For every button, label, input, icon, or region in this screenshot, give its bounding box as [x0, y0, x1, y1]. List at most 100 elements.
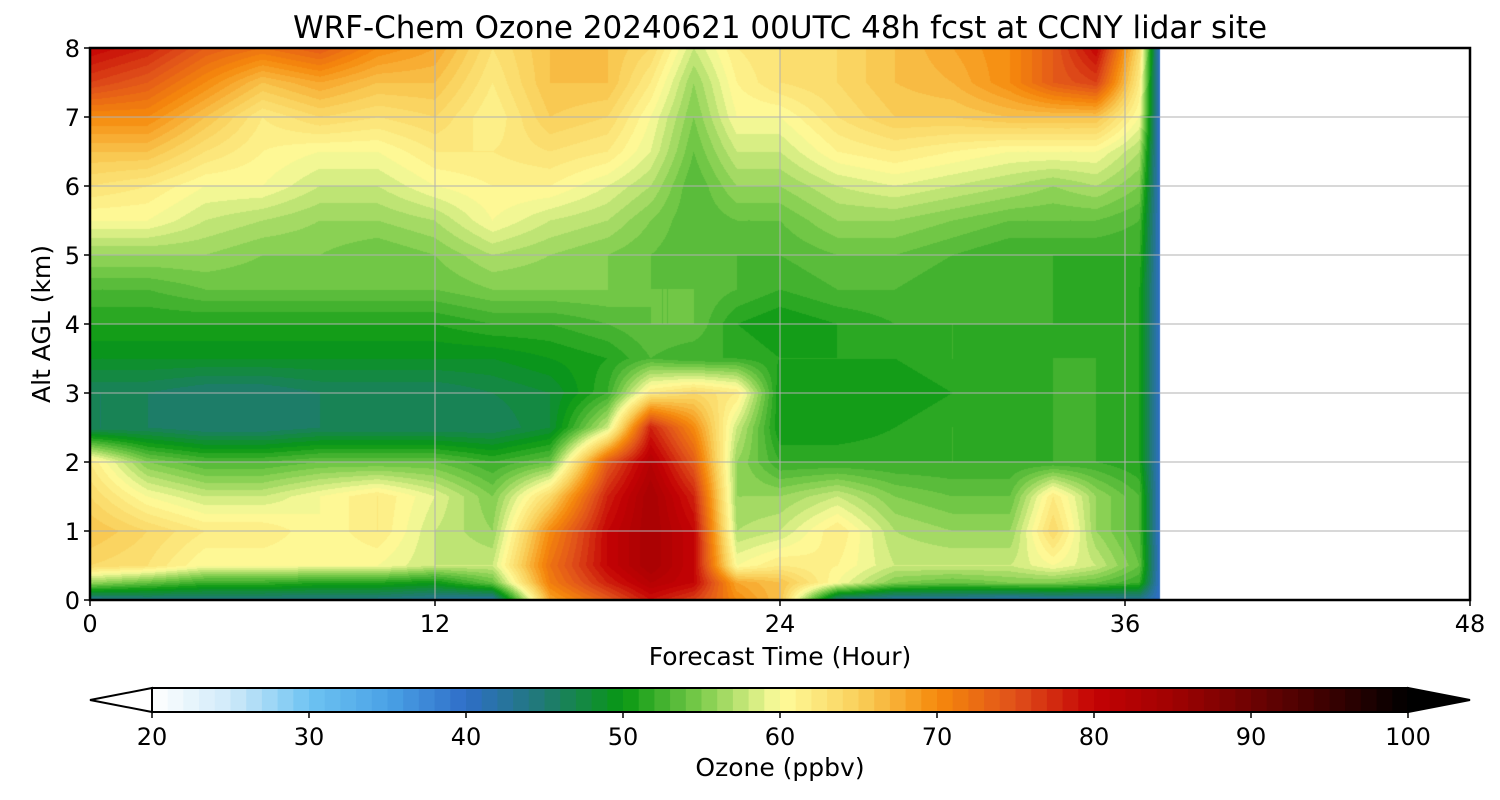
colorbar-cell: [905, 688, 922, 712]
colorbar-cell: [1078, 688, 1095, 712]
colorbar-cell: [152, 688, 169, 712]
colorbar-cell: [450, 688, 467, 712]
colorbar-cell: [827, 688, 844, 712]
colorbar-cell: [1203, 688, 1221, 712]
colorbar-max-extend-arrow: [1407, 686, 1471, 714]
colorbar-tick-label-60: 60: [765, 723, 796, 751]
colorbar-cell: [403, 688, 420, 712]
colorbar-cell: [1360, 688, 1378, 712]
colorbar-cell: [1282, 688, 1299, 712]
colorbar-cell: [638, 688, 655, 712]
y-tick-label-4: 4: [65, 311, 80, 339]
colorbar-tick-label-70: 70: [922, 723, 953, 751]
y-tick-label-3: 3: [65, 380, 80, 408]
colorbar-cell: [246, 688, 263, 712]
colorbar-cell: [717, 688, 734, 712]
colorbar-min-extend-arrow: [89, 686, 153, 714]
y-tick-label-8: 8: [65, 35, 80, 63]
y-tick-label-5: 5: [65, 242, 80, 270]
colorbar-tick-label-90: 90: [1236, 723, 1267, 751]
colorbar-cell: [356, 688, 373, 712]
y-tick-label-6: 6: [65, 173, 80, 201]
colorbar-cell: [1219, 688, 1236, 712]
chart-title: WRF-Chem Ozone 20240621 00UTC 48h fcst a…: [293, 10, 1267, 46]
colorbar-tick-label-30: 30: [294, 723, 325, 751]
colorbar-cell: [968, 688, 985, 712]
y-axis-ticks: 0 1 2 3 4 5 6 7 8: [65, 35, 90, 615]
colorbar-cell: [701, 688, 718, 712]
colorbar-cell: [277, 688, 294, 712]
y-tick-label-7: 7: [65, 104, 80, 132]
colorbar-cell: [858, 688, 875, 712]
colorbar-cell: [1141, 688, 1158, 712]
colorbar-cell: [937, 688, 954, 712]
colorbar-cell: [481, 688, 498, 712]
colorbar-cell: [732, 688, 750, 712]
colorbar-cell: [811, 688, 828, 712]
colorbar-cell: [1235, 688, 1252, 712]
colorbar-cell: [1266, 688, 1283, 712]
colorbar-cell: [1062, 688, 1079, 712]
x-tick-label-48: 48: [1455, 610, 1486, 638]
y-tick-label-0: 0: [65, 587, 80, 615]
colorbar-cell: [293, 688, 310, 712]
colorbar-cell: [1345, 688, 1362, 712]
colorbar-cell: [999, 688, 1017, 712]
x-axis-label: Forecast Time (Hour): [649, 642, 912, 671]
x-tick-label-0: 0: [82, 610, 97, 638]
colorbar-cell: [591, 688, 608, 712]
x-tick-label-24: 24: [765, 610, 796, 638]
colorbar-cell: [1376, 688, 1393, 712]
colorbar-cell: [528, 688, 546, 712]
y-tick-label-1: 1: [65, 518, 80, 546]
colorbar-cell: [1172, 688, 1189, 712]
colorbar-cell: [544, 688, 561, 712]
colorbar-cell: [1392, 688, 1409, 712]
colorbar-cell: [387, 688, 404, 712]
colorbar-cell: [623, 688, 640, 712]
colorbar-cell: [466, 688, 483, 712]
colorbar-cell: [952, 688, 969, 712]
colorbar-cell: [324, 688, 341, 712]
colorbar-cell: [795, 688, 812, 712]
colorbar-tick-label-100: 100: [1385, 723, 1431, 751]
x-tick-label-36: 36: [1110, 610, 1141, 638]
colorbar-cell: [434, 688, 451, 712]
colorbar-cells: [152, 688, 1409, 712]
colorbar-cell: [921, 688, 938, 712]
plot-area: [88, 46, 1472, 602]
colorbar-cell: [764, 688, 781, 712]
colorbar-cell: [748, 688, 765, 712]
x-tick-label-12: 12: [420, 610, 451, 638]
colorbar-cell: [371, 688, 389, 712]
colorbar-cell: [1313, 688, 1331, 712]
colorbar-cell: [1015, 688, 1032, 712]
colorbar-cell: [309, 688, 326, 712]
colorbar-tick-label-40: 40: [451, 723, 482, 751]
colorbar-cell: [874, 688, 891, 712]
colorbar-cell: [1046, 688, 1064, 712]
colorbar-cell: [607, 688, 624, 712]
colorbar-tick-label-80: 80: [1079, 723, 1110, 751]
colorbar-cell: [1109, 688, 1126, 712]
colorbar-cell: [261, 688, 279, 712]
colorbar-cell: [984, 688, 1001, 712]
colorbar-cell: [575, 688, 593, 712]
colorbar-cell: [214, 688, 232, 712]
colorbar-ticks: 20 30 40 50 60 70 80 90 100: [137, 712, 1431, 751]
colorbar-cell: [1251, 688, 1268, 712]
colorbar-cell: [1188, 688, 1205, 712]
colorbar-cell: [1125, 688, 1142, 712]
colorbar-cell: [183, 688, 200, 712]
colorbar-cell: [889, 688, 907, 712]
colorbar-cell: [654, 688, 671, 712]
colorbar-cell: [1094, 688, 1111, 712]
colorbar-cell: [1156, 688, 1174, 712]
y-axis-label: Alt AGL (km): [27, 245, 56, 403]
colorbar-cell: [167, 688, 184, 712]
colorbar-cell: [497, 688, 514, 712]
colorbar-label: Ozone (ppbv): [695, 753, 864, 782]
colorbar-cell: [199, 688, 216, 712]
colorbar-cell: [418, 688, 436, 712]
